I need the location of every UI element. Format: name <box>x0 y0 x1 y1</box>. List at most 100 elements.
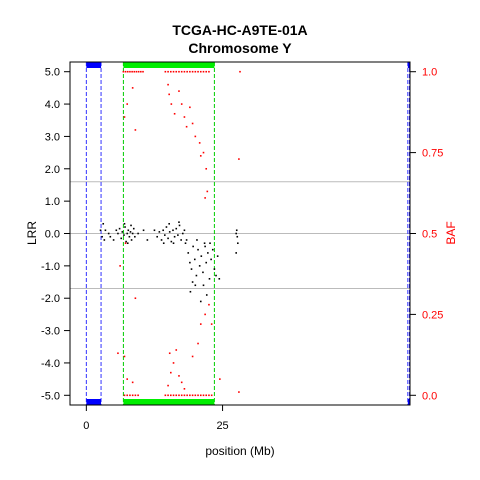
baf-point <box>167 384 169 387</box>
lrr-point <box>142 229 145 232</box>
baf-point <box>126 103 129 105</box>
baf-point <box>131 87 134 89</box>
lrr-point <box>200 255 203 257</box>
lrr-point <box>172 242 175 245</box>
lrr-point <box>120 237 123 240</box>
lrr-point <box>162 242 165 245</box>
baf-point <box>191 122 194 125</box>
lrr-point <box>183 229 186 232</box>
baf-point <box>205 167 208 170</box>
baf-point <box>180 70 183 73</box>
y-tick-label: -1.0 <box>41 261 60 273</box>
baf-point <box>210 323 213 325</box>
baf-point <box>239 70 241 73</box>
lrr-point <box>167 237 169 240</box>
lrr-point <box>103 239 106 241</box>
lrr-point <box>130 224 132 227</box>
lrr-point <box>237 242 239 245</box>
baf-point <box>123 116 126 118</box>
baf-point <box>183 70 186 73</box>
baf-point <box>168 352 171 355</box>
baf-point <box>178 70 180 73</box>
lrr-point <box>162 229 164 232</box>
y2-tick-label: 1.0 <box>422 67 437 79</box>
lrr-point <box>99 229 102 232</box>
baf-point <box>183 394 186 397</box>
lrr-point <box>127 229 130 232</box>
lrr-point <box>199 300 202 303</box>
baf-point <box>178 90 180 92</box>
lrr-point <box>178 224 181 227</box>
lrr-point <box>125 240 127 243</box>
baf-point <box>172 394 175 397</box>
lrr-point <box>218 278 221 280</box>
y2-axis: 1.0 0.75 0.5 0.25 0.0 <box>410 67 443 402</box>
baf-point <box>135 70 138 73</box>
lrr-point <box>203 242 206 245</box>
baf-point <box>186 394 188 397</box>
y-tick-label: 1.0 <box>45 196 60 208</box>
y2-axis-label: BAF <box>444 221 458 244</box>
lrr-point <box>185 239 188 241</box>
lrr-point <box>130 239 133 241</box>
baf-point <box>170 371 172 374</box>
baf-point <box>238 158 240 160</box>
lrr-point <box>189 261 191 264</box>
baf-point <box>194 135 197 138</box>
segment-bar-top <box>86 62 102 68</box>
lrr-point <box>134 235 136 238</box>
baf-point <box>191 70 194 73</box>
baf-point <box>180 394 183 397</box>
baf-point <box>202 394 205 397</box>
baf-point <box>180 381 183 384</box>
segment-bar-top <box>123 62 215 68</box>
baf-point <box>175 70 178 73</box>
baf-point <box>119 265 121 267</box>
baf-point <box>199 323 202 325</box>
lrr-point <box>189 290 192 293</box>
y2-tick-label: 0.0 <box>422 390 437 402</box>
baf-point <box>168 93 170 96</box>
lrr-point <box>211 248 214 251</box>
lrr-point <box>121 231 124 233</box>
baf-point <box>205 70 208 73</box>
lrr-point <box>213 268 216 270</box>
lrr-point <box>168 231 171 233</box>
lrr-point <box>198 265 201 267</box>
baf-point <box>189 394 191 397</box>
baf-point <box>178 375 180 377</box>
baf-point <box>210 394 213 397</box>
baf-point <box>208 394 210 397</box>
lrr-point <box>205 294 208 296</box>
baf-point <box>170 394 172 397</box>
baf-point <box>126 394 129 397</box>
lrr-point <box>173 235 176 238</box>
lrr-point <box>181 232 184 235</box>
chart-subtitle: Chromosome Y <box>188 40 292 56</box>
lrr-point <box>156 235 158 238</box>
baf-point <box>123 394 126 397</box>
hlines <box>70 181 410 290</box>
lrr-point <box>195 274 198 277</box>
baf-point <box>191 394 194 397</box>
lrr-point <box>123 222 126 225</box>
baf-point <box>197 342 199 345</box>
lrr-point <box>192 245 194 248</box>
lrr-point <box>168 222 170 225</box>
lrr-point <box>193 258 196 261</box>
lrr-point <box>123 234 125 236</box>
lrr-point <box>180 239 182 241</box>
segments <box>86 62 410 405</box>
baf-point <box>140 70 142 73</box>
lrr-point <box>160 239 163 241</box>
lrr-point <box>124 226 126 228</box>
y2-tick-label: 0.75 <box>422 148 443 160</box>
y2-tick-label: 0.5 <box>422 229 437 241</box>
baf-point <box>134 297 137 300</box>
lrr-point <box>117 232 119 235</box>
lrr-point <box>126 242 129 245</box>
lrr-point <box>118 227 121 230</box>
segment-bar-top <box>407 62 410 68</box>
baf-point <box>199 394 202 397</box>
